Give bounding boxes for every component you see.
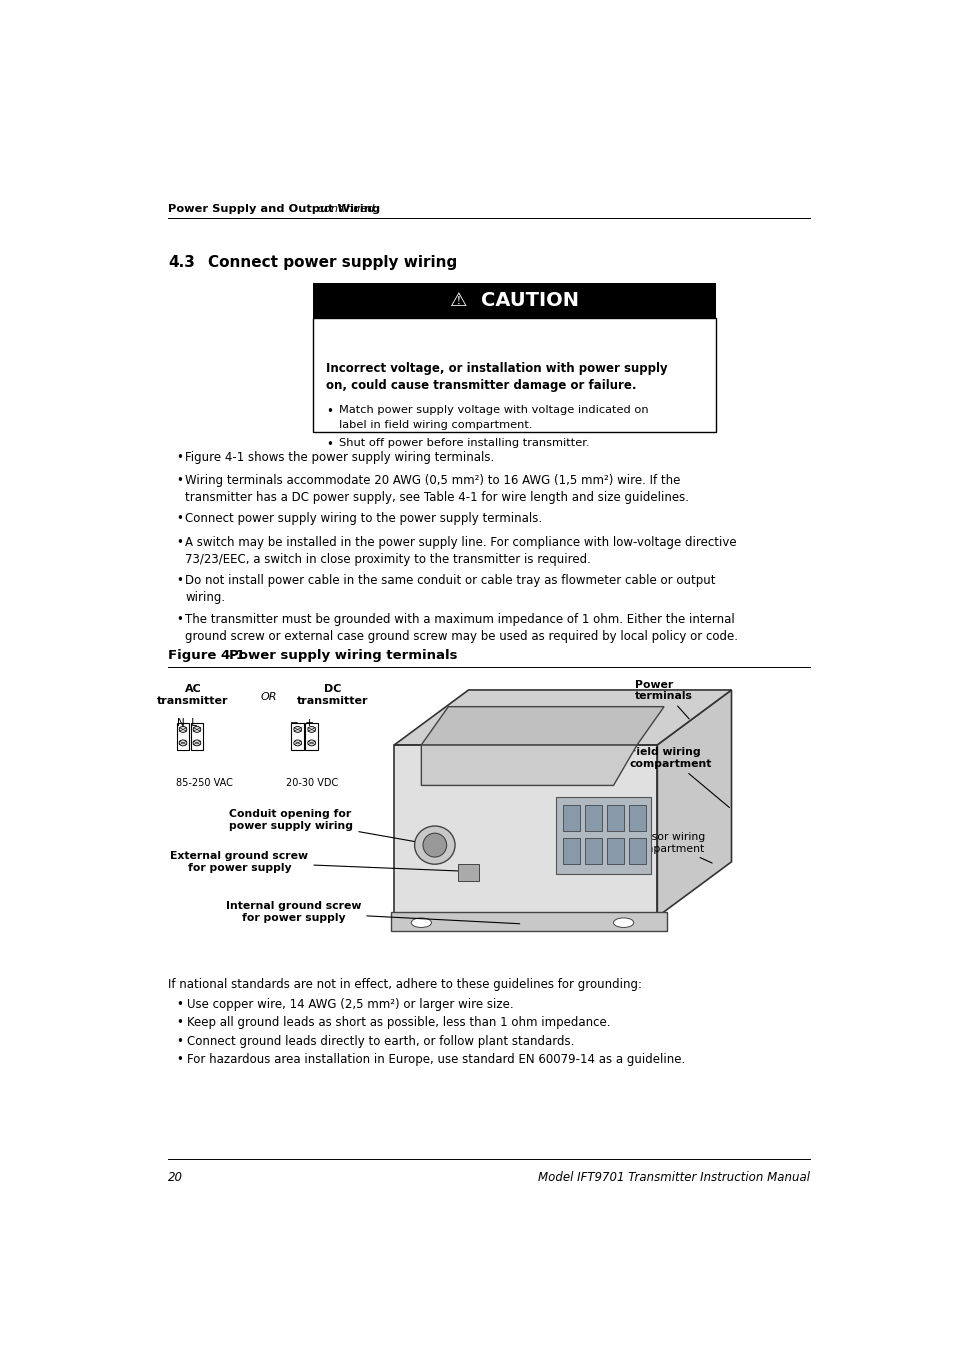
Text: transmitter has a DC power supply, see Table 4-1 for wire length and size guidel: transmitter has a DC power supply, see T… [185, 490, 688, 504]
Ellipse shape [294, 740, 301, 746]
Bar [606, 838, 623, 865]
Text: 20-30 VDC: 20-30 VDC [286, 778, 337, 788]
Ellipse shape [415, 825, 455, 865]
Text: ⚠  CAUTION: ⚠ CAUTION [450, 290, 578, 309]
Text: •: • [175, 997, 183, 1011]
Text: If national standards are not in effect, adhere to these guidelines for groundin: If national standards are not in effect,… [168, 978, 641, 992]
Polygon shape [657, 690, 731, 917]
Text: •: • [175, 1035, 183, 1047]
Text: Power
terminals: Power terminals [634, 680, 692, 719]
Text: •: • [175, 535, 183, 549]
Text: Connect ground leads directly to earth, or follow plant standards.: Connect ground leads directly to earth, … [187, 1035, 574, 1047]
Bar [584, 805, 601, 831]
Text: Do not install power cable in the same conduit or cable tray as flowmeter cable : Do not install power cable in the same c… [185, 574, 715, 588]
Text: Shut off power before installing transmitter.: Shut off power before installing transmi… [338, 438, 589, 447]
Text: •: • [175, 474, 183, 486]
Text: Incorrect voltage, or installation with power supply: Incorrect voltage, or installation with … [326, 362, 667, 376]
Text: Keep all ground leads as short as possible, less than 1 ohm impedance.: Keep all ground leads as short as possib… [187, 1016, 610, 1029]
Text: N  L: N L [176, 719, 196, 728]
Text: •: • [326, 438, 333, 451]
Text: Figure 4-1 shows the power supply wiring terminals.: Figure 4-1 shows the power supply wiring… [185, 451, 494, 463]
Bar [556, 797, 650, 874]
Ellipse shape [411, 917, 431, 927]
Text: Wiring terminals accommodate 20 AWG (0,5 mm²) to 16 AWG (1,5 mm²) wire. If the: Wiring terminals accommodate 20 AWG (0,5… [185, 474, 679, 486]
Bar [628, 805, 645, 831]
Text: Figure 4-1: Figure 4-1 [168, 648, 245, 662]
Bar [313, 317, 716, 431]
Bar [313, 282, 716, 317]
Bar [291, 723, 304, 750]
Ellipse shape [179, 740, 187, 746]
Bar [391, 912, 667, 931]
Ellipse shape [193, 740, 200, 746]
Bar [606, 805, 623, 831]
Polygon shape [421, 707, 663, 744]
Bar [628, 838, 645, 865]
Text: A switch may be installed in the power supply line. For compliance with low-volt: A switch may be installed in the power s… [185, 535, 736, 549]
Bar [584, 838, 601, 865]
Text: on, could cause transmitter damage or failure.: on, could cause transmitter damage or fa… [326, 380, 636, 392]
Ellipse shape [308, 727, 315, 732]
Text: •: • [175, 1016, 183, 1029]
Text: wiring.: wiring. [185, 590, 225, 604]
Text: Model IFT9701 Transmitter Instruction Manual: Model IFT9701 Transmitter Instruction Ma… [537, 1171, 809, 1183]
Text: Field wiring
compartment: Field wiring compartment [629, 747, 729, 808]
Text: AC
transmitter: AC transmitter [157, 684, 229, 705]
Bar [562, 838, 579, 865]
Text: continued: continued [314, 204, 374, 215]
Text: Power supply wiring terminals: Power supply wiring terminals [229, 648, 456, 662]
Text: Use copper wire, 14 AWG (2,5 mm²) or larger wire size.: Use copper wire, 14 AWG (2,5 mm²) or lar… [187, 997, 513, 1011]
Text: •: • [175, 574, 183, 588]
Text: DC
transmitter: DC transmitter [296, 684, 368, 705]
Text: label in field wiring compartment.: label in field wiring compartment. [338, 420, 532, 430]
Text: External ground screw
for power supply: External ground screw for power supply [171, 851, 465, 873]
Bar [394, 744, 657, 917]
Text: Connect power supply wiring: Connect power supply wiring [208, 254, 457, 269]
Polygon shape [394, 690, 731, 744]
Text: •: • [175, 612, 183, 626]
Text: 20: 20 [168, 1171, 183, 1183]
Text: 85-250 VAC: 85-250 VAC [175, 778, 233, 788]
Text: OR: OR [260, 692, 276, 703]
Text: Sensor wiring
compartment: Sensor wiring compartment [630, 832, 711, 863]
Bar [191, 723, 203, 750]
Ellipse shape [613, 917, 633, 927]
Polygon shape [421, 744, 637, 785]
Text: Conduit opening for
power supply wiring: Conduit opening for power supply wiring [229, 809, 432, 844]
Text: −  +: − + [290, 719, 314, 728]
Text: Connect power supply wiring to the power supply terminals.: Connect power supply wiring to the power… [185, 512, 541, 526]
Ellipse shape [179, 727, 187, 732]
Text: The transmitter must be grounded with a maximum impedance of 1 ohm. Either the i: The transmitter must be grounded with a … [185, 612, 734, 626]
Text: Internal ground screw
for power supply: Internal ground screw for power supply [226, 901, 519, 924]
Text: For hazardous area installation in Europe, use standard EN 60079-14 as a guideli: For hazardous area installation in Europ… [187, 1052, 684, 1066]
Text: Power Supply and Output Wiring: Power Supply and Output Wiring [168, 204, 380, 215]
Text: 73/23/EEC, a switch in close proximity to the transmitter is required.: 73/23/EEC, a switch in close proximity t… [185, 553, 590, 566]
Text: ground screw or external case ground screw may be used as required by local poli: ground screw or external case ground scr… [185, 630, 738, 643]
Text: •: • [175, 1052, 183, 1066]
Text: •: • [175, 512, 183, 526]
Text: •: • [175, 451, 183, 463]
Ellipse shape [294, 727, 301, 732]
Bar [176, 723, 190, 750]
Ellipse shape [422, 834, 446, 857]
Text: •: • [326, 405, 333, 417]
Text: Match power supply voltage with voltage indicated on: Match power supply voltage with voltage … [338, 405, 647, 415]
Ellipse shape [193, 727, 200, 732]
Ellipse shape [308, 740, 315, 746]
Bar [305, 723, 317, 750]
Bar [562, 805, 579, 831]
Bar [458, 865, 478, 881]
Text: 4.3: 4.3 [168, 254, 194, 269]
